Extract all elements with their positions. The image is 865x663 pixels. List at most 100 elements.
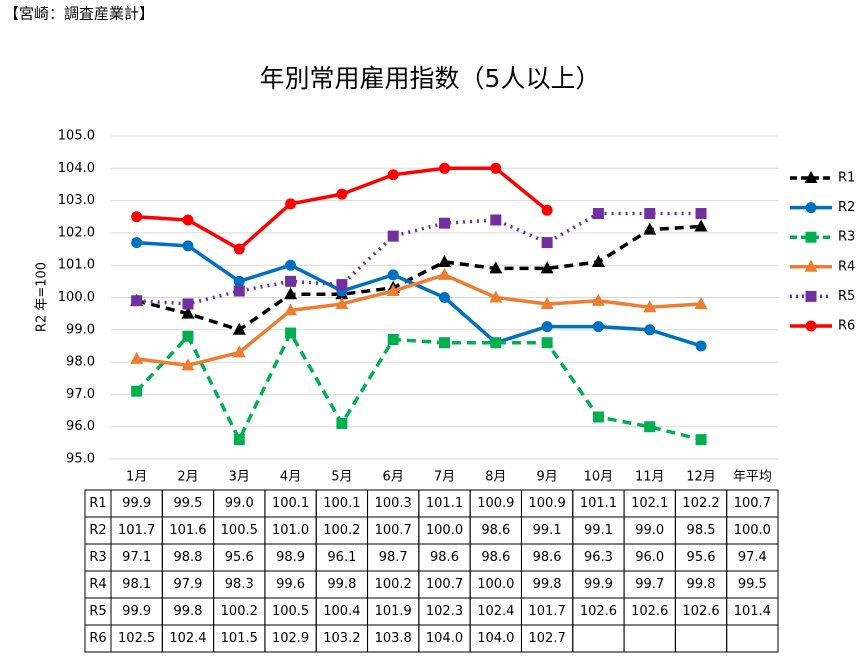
chart-title: 年別常用雇用指数（5人以上）: [260, 64, 601, 93]
data-point: [131, 385, 143, 397]
data-point: [336, 417, 348, 429]
data-point: [387, 333, 399, 345]
table-cell-value: 100.7: [375, 523, 412, 538]
data-point: [541, 237, 553, 249]
data-point: [540, 296, 554, 309]
table-cell-value: 102.6: [682, 604, 719, 619]
data-point: [387, 230, 399, 242]
table-cell-value: 99.9: [584, 577, 613, 592]
table-cell-value: 100.9: [529, 496, 566, 511]
table-cell-value: 98.1: [122, 577, 151, 592]
x-tick-label: 6月: [383, 470, 404, 485]
legend-marker: [805, 320, 817, 332]
table-cell-value: 96.1: [327, 550, 356, 565]
y-tick-label: 100.0: [58, 290, 95, 305]
table-cell-value: 98.6: [481, 550, 510, 565]
table-cell-value: 97.9: [173, 577, 202, 592]
table-cell-value: 101.5: [221, 631, 258, 646]
data-point: [232, 345, 246, 358]
x-tick-label: 10月: [584, 470, 614, 485]
x-tick-label: 年平均: [733, 470, 772, 485]
table-cell-value: 102.7: [529, 631, 566, 646]
data-point: [336, 188, 348, 200]
table-cell-value: 96.3: [584, 550, 613, 565]
data-point: [694, 296, 708, 309]
table-cell-value: 99.8: [173, 604, 202, 619]
table-cell-value: 98.9: [276, 550, 305, 565]
table-cell-value: 101.1: [426, 496, 463, 511]
data-point: [490, 214, 502, 226]
legend-label: R2: [838, 200, 855, 215]
table-cell-value: 99.7: [635, 577, 664, 592]
table-cell-value: 104.0: [426, 631, 463, 646]
table-cell: [623, 624, 676, 653]
data-point: [489, 290, 503, 303]
table-cell-value: 99.8: [687, 577, 716, 592]
table-cell-value: 99.8: [327, 577, 356, 592]
table-cell-value: 102.6: [631, 604, 668, 619]
data-point: [284, 303, 298, 316]
table-cell-value: 95.6: [225, 550, 254, 565]
data-point: [438, 267, 451, 280]
data-point: [591, 293, 605, 306]
table-cell-value: 100.2: [375, 577, 412, 592]
x-tick-label: 7月: [434, 470, 455, 485]
data-point: [181, 306, 195, 319]
table-cell-value: 103.8: [375, 631, 412, 646]
data-point: [694, 219, 708, 232]
data-point: [182, 240, 194, 252]
series-line: [135, 331, 702, 442]
y-tick-label: 96.0: [66, 419, 95, 434]
series-line: [136, 240, 702, 348]
data-point: [644, 324, 656, 336]
x-tick-label: 8月: [485, 470, 506, 485]
table-row-label: R3: [89, 550, 106, 565]
legend-marker: [805, 231, 817, 243]
table-cell-value: 99.6: [276, 577, 305, 592]
data-point: [540, 261, 554, 274]
data-point: [643, 300, 657, 313]
y-tick-label: 98.0: [66, 355, 95, 370]
data-point: [233, 285, 245, 297]
table-cell: [572, 624, 625, 653]
table-cell-value: 102.9: [272, 631, 309, 646]
data-point: [285, 327, 297, 339]
table-cell-value: 101.6: [169, 523, 206, 538]
table-cell-value: 98.6: [481, 523, 510, 538]
legend-label: R3: [838, 230, 855, 245]
table-cell-value: 98.7: [379, 550, 408, 565]
data-point: [439, 162, 450, 174]
legend-label: R1: [838, 171, 855, 186]
data-point: [182, 214, 194, 226]
table-cell-value: 100.1: [272, 496, 309, 511]
x-tick-label: 1月: [126, 470, 147, 485]
table-cell-value: 102.5: [118, 631, 155, 646]
table-row-label: R4: [89, 577, 106, 592]
table-cell-value: 100.4: [323, 604, 360, 619]
x-tick-label: 4月: [280, 470, 301, 485]
table-cell-value: 100.0: [426, 523, 463, 538]
table-cell-value: 96.0: [635, 550, 664, 565]
table-cell-value: 99.9: [122, 496, 151, 511]
data-point: [439, 337, 450, 349]
data-point: [131, 295, 143, 307]
table-cell-value: 98.6: [533, 550, 562, 565]
data-point: [592, 321, 604, 333]
legend-marker: [804, 171, 818, 183]
table-cell-value: 101.1: [580, 496, 617, 511]
table-cell-value: 102.2: [682, 496, 719, 511]
data-point: [644, 421, 656, 433]
data-point: [541, 337, 553, 349]
table-cell-value: 99.5: [738, 577, 767, 592]
x-tick-label: 2月: [177, 470, 198, 485]
data-point: [232, 322, 246, 335]
legend-marker: [805, 202, 817, 214]
table-cell-value: 100.2: [221, 604, 258, 619]
data-point: [592, 208, 604, 220]
y-tick-label: 103.0: [58, 193, 95, 208]
data-point: [695, 434, 707, 446]
table-cell-value: 101.0: [272, 523, 309, 538]
table-row-label: R2: [89, 523, 106, 538]
table-cell-value: 101.7: [118, 523, 155, 538]
